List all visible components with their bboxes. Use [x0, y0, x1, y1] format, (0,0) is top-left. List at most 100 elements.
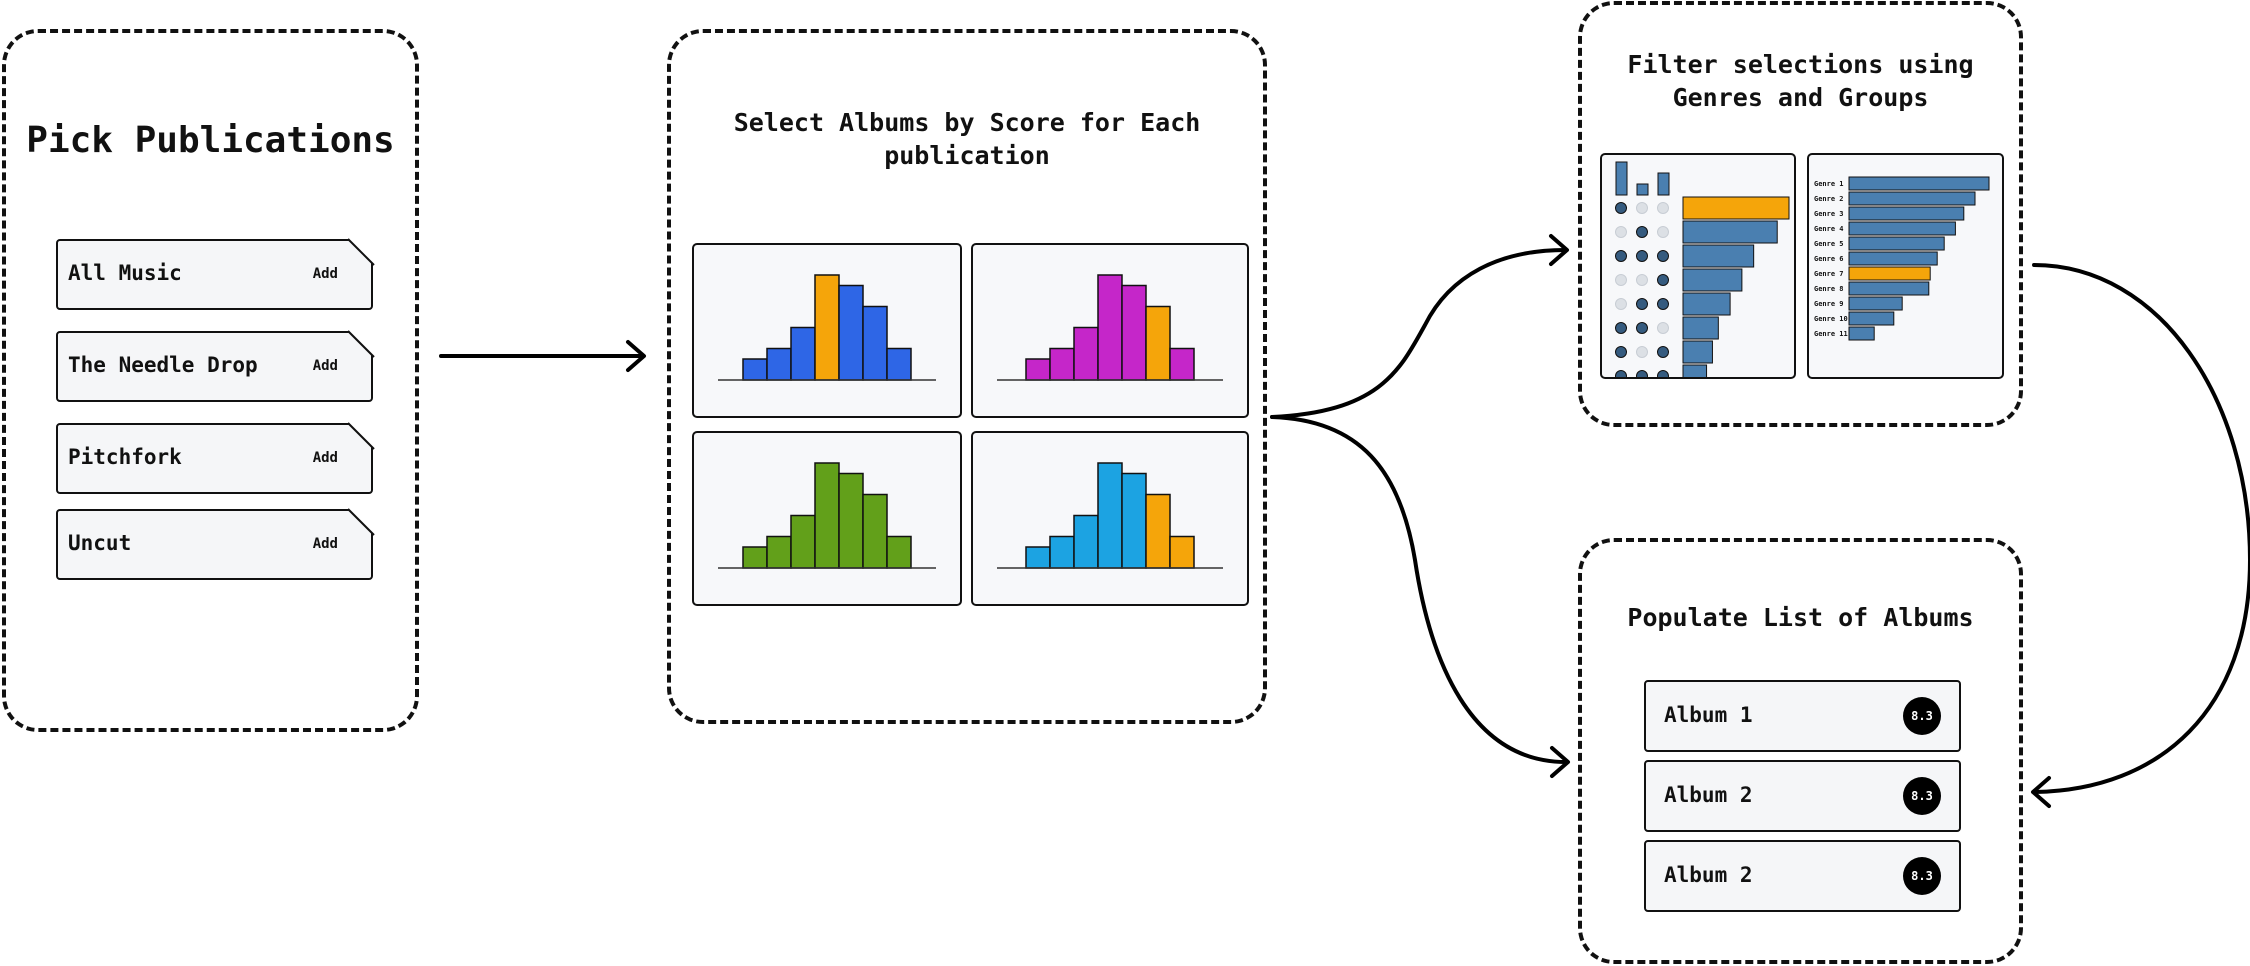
histogram-bar	[1145, 493, 1171, 569]
select-albums-panel: Select Albums by Score for Each publicat…	[667, 29, 1267, 724]
histogram-bar	[886, 535, 912, 569]
matrix-dot-empty	[1615, 274, 1627, 286]
matrix-dot-filled	[1615, 202, 1627, 214]
publication-name: Pitchfork	[68, 445, 182, 469]
histogram-bar	[742, 546, 768, 569]
matrix-dot-filled	[1636, 370, 1648, 382]
genre-bar	[1848, 221, 1956, 236]
histogram-bar	[1121, 472, 1147, 569]
publication-card-pitchfork[interactable]: Pitchfork Add	[56, 423, 373, 494]
matrix-dot-filled	[1657, 250, 1669, 262]
publication-card-the-needle-drop[interactable]: The Needle Drop Add	[56, 331, 373, 402]
matrix-dot-empty	[1636, 346, 1648, 358]
publication-card-uncut[interactable]: Uncut Add	[56, 509, 373, 580]
genre-bar	[1848, 266, 1931, 281]
genre-label: Genre 2	[1814, 195, 1844, 203]
panel-title-line: Select Albums by Score for Each	[733, 108, 1201, 137]
matrix-dot-filled	[1657, 274, 1669, 286]
score-histogram-4[interactable]	[971, 431, 1249, 606]
add-button[interactable]: Add	[312, 358, 338, 374]
genre-label: Genre 7	[1814, 270, 1844, 278]
score-histogram-1[interactable]	[692, 243, 962, 418]
album-row[interactable]: Album 2 8.3	[1644, 840, 1961, 912]
score-histogram-2[interactable]	[971, 243, 1249, 418]
genre-bar	[1848, 281, 1930, 296]
genre-label: Genre 8	[1814, 285, 1844, 293]
histogram-bar	[838, 284, 864, 381]
histogram-bar	[814, 462, 840, 569]
genre-label: Genre 5	[1814, 240, 1844, 248]
histogram-bar	[1025, 358, 1051, 381]
histogram-bar	[1049, 347, 1075, 381]
histogram-bar	[1169, 535, 1195, 569]
matrix-dot-filled	[1615, 370, 1627, 382]
matrix-dot-filled	[1636, 250, 1648, 262]
set-size-bar	[1615, 161, 1628, 196]
histogram-bar	[1145, 305, 1171, 381]
matrix-dot-empty	[1657, 202, 1669, 214]
histogram-bar	[742, 358, 768, 381]
panel-title-line: Filter selections using	[1627, 50, 1974, 79]
genre-bar	[1848, 251, 1938, 266]
genre-bar	[1848, 206, 1965, 221]
histogram-bar	[1073, 514, 1099, 569]
histogram-bar	[1097, 462, 1123, 569]
matrix-dot-filled	[1636, 298, 1648, 310]
histogram-bar	[1121, 284, 1147, 381]
matrix-dot-empty	[1636, 202, 1648, 214]
album-row[interactable]: Album 2 8.3	[1644, 760, 1961, 832]
publication-card-all-music[interactable]: All Music Add	[56, 239, 373, 310]
intersection-bar	[1682, 316, 1719, 340]
panel-title-line: publication	[884, 140, 1050, 170]
populate-list-panel: Populate List of Albums Album 1 8.3 Albu…	[1578, 538, 2023, 964]
genre-label: Genre 11	[1814, 330, 1848, 338]
matrix-dot-filled	[1615, 322, 1627, 334]
histogram-bar	[766, 535, 792, 569]
genre-bar	[1848, 236, 1945, 251]
matrix-dot-filled	[1657, 370, 1669, 382]
matrix-dot-filled	[1657, 346, 1669, 358]
histogram-bar	[1097, 274, 1123, 381]
genre-bar	[1848, 311, 1895, 326]
score-badge: 8.3	[1903, 857, 1941, 895]
histogram-bar	[862, 493, 888, 569]
histogram-bar	[862, 305, 888, 381]
histogram-bar	[1025, 546, 1051, 569]
add-button[interactable]: Add	[312, 266, 338, 282]
upset-plot[interactable]	[1600, 153, 1796, 388]
add-button[interactable]: Add	[312, 450, 338, 466]
intersection-bar	[1682, 364, 1708, 388]
histogram-bar	[814, 274, 840, 381]
add-button[interactable]: Add	[312, 536, 338, 552]
matrix-dot-filled	[1636, 226, 1648, 238]
album-row[interactable]: Album 1 8.3	[1644, 680, 1961, 752]
matrix-dot-filled	[1615, 346, 1627, 358]
genre-label: Genre 4	[1814, 225, 1844, 233]
histogram-plot	[997, 462, 1223, 569]
genre-label: Genre 3	[1814, 210, 1844, 218]
genre-bar	[1848, 326, 1875, 341]
matrix-dot-filled	[1615, 250, 1627, 262]
arrow-filter-to-populate	[2032, 263, 2250, 794]
publication-name: The Needle Drop	[68, 353, 258, 377]
score-histogram-3[interactable]	[692, 431, 962, 606]
score-badge: 8.3	[1903, 697, 1941, 735]
score-badge: 8.3	[1903, 777, 1941, 815]
genre-bar	[1848, 296, 1903, 311]
arrow-select-to-populate	[1270, 415, 1568, 764]
matrix-dot-empty	[1615, 226, 1627, 238]
publication-name: Uncut	[68, 531, 132, 555]
genre-bar-chart[interactable]: Genre 1 Genre 2 Genre 3 Genre 4 Genre 5 Genre…	[1807, 153, 2004, 379]
set-size-bar	[1657, 172, 1670, 196]
intersection-bar	[1682, 292, 1731, 316]
intersection-bar	[1682, 220, 1778, 244]
histogram-bar	[766, 347, 792, 381]
genre-label: Genre 10	[1814, 315, 1848, 323]
matrix-dot-empty	[1636, 274, 1648, 286]
matrix-dot-empty	[1657, 226, 1669, 238]
genre-label: Genre 6	[1814, 255, 1844, 263]
histogram-bar	[1073, 326, 1099, 381]
set-size-bar	[1636, 183, 1649, 196]
histogram-bar	[886, 347, 912, 381]
panel-title-line: Genres and Groups	[1672, 82, 1929, 112]
